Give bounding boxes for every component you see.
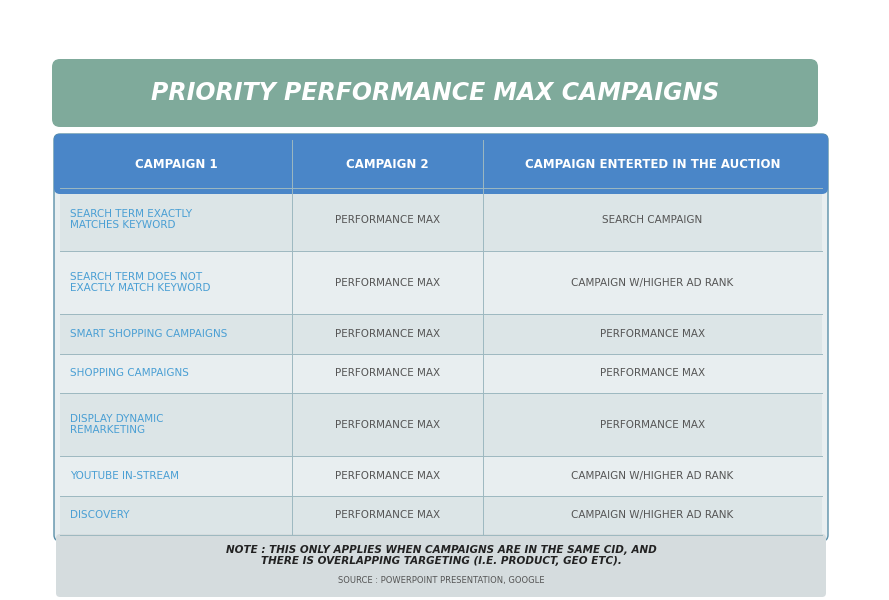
Text: PERFORMANCE MAX: PERFORMANCE MAX: [335, 278, 440, 287]
Text: SEARCH TERM EXACTLY
MATCHES KEYWORD: SEARCH TERM EXACTLY MATCHES KEYWORD: [70, 209, 192, 230]
Bar: [60, 164, 822, 188]
Text: PERFORMANCE MAX: PERFORMANCE MAX: [600, 329, 705, 339]
Bar: [60, 496, 822, 535]
Text: CAMPAIGN W/HIGHER AD RANK: CAMPAIGN W/HIGHER AD RANK: [572, 278, 733, 287]
Text: SMART SHOPPING CAMPAIGNS: SMART SHOPPING CAMPAIGNS: [70, 329, 228, 339]
Text: SHOPPING CAMPAIGNS: SHOPPING CAMPAIGNS: [70, 368, 188, 379]
Text: CAMPAIGN ENTERTED IN THE AUCTION: CAMPAIGN ENTERTED IN THE AUCTION: [525, 157, 781, 170]
Text: CAMPAIGN W/HIGHER AD RANK: CAMPAIGN W/HIGHER AD RANK: [572, 471, 733, 481]
Text: DISPLAY DYNAMIC
REMARKETING: DISPLAY DYNAMIC REMARKETING: [70, 414, 164, 436]
Text: SEARCH TERM DOES NOT
EXACTLY MATCH KEYWORD: SEARCH TERM DOES NOT EXACTLY MATCH KEYWO…: [70, 272, 211, 293]
Text: PERFORMANCE MAX: PERFORMANCE MAX: [335, 471, 440, 481]
Text: PERFORMANCE MAX: PERFORMANCE MAX: [335, 510, 440, 520]
Bar: [60, 314, 822, 353]
Text: DISCOVERY: DISCOVERY: [70, 510, 130, 520]
Bar: [60, 251, 822, 314]
Text: PERFORMANCE MAX: PERFORMANCE MAX: [600, 368, 705, 379]
Text: SEARCH CAMPAIGN: SEARCH CAMPAIGN: [603, 215, 702, 224]
Text: CAMPAIGN 1: CAMPAIGN 1: [135, 157, 218, 170]
Bar: [60, 456, 822, 496]
Bar: [60, 188, 822, 251]
Text: NOTE : THIS ONLY APPLIES WHEN CAMPAIGNS ARE IN THE SAME CID, AND
THERE IS OVERLA: NOTE : THIS ONLY APPLIES WHEN CAMPAIGNS …: [226, 545, 656, 566]
Text: PERFORMANCE MAX: PERFORMANCE MAX: [600, 419, 705, 430]
Bar: [60, 353, 822, 393]
Text: YOUTUBE IN-STREAM: YOUTUBE IN-STREAM: [70, 471, 179, 481]
Text: CAMPAIGN 2: CAMPAIGN 2: [347, 157, 429, 170]
Text: PERFORMANCE MAX: PERFORMANCE MAX: [335, 215, 440, 224]
FancyBboxPatch shape: [54, 134, 828, 194]
Text: PRIORITY PERFORMANCE MAX CAMPAIGNS: PRIORITY PERFORMANCE MAX CAMPAIGNS: [151, 81, 719, 105]
Text: PERFORMANCE MAX: PERFORMANCE MAX: [335, 368, 440, 379]
FancyBboxPatch shape: [54, 134, 828, 541]
Text: PERFORMANCE MAX: PERFORMANCE MAX: [335, 419, 440, 430]
Text: SOURCE : POWERPOINT PRESENTATION, GOOGLE: SOURCE : POWERPOINT PRESENTATION, GOOGLE: [338, 577, 544, 586]
Text: PERFORMANCE MAX: PERFORMANCE MAX: [335, 329, 440, 339]
Bar: [60, 393, 822, 456]
FancyBboxPatch shape: [52, 59, 818, 127]
FancyBboxPatch shape: [56, 534, 826, 597]
Text: CAMPAIGN W/HIGHER AD RANK: CAMPAIGN W/HIGHER AD RANK: [572, 510, 733, 520]
